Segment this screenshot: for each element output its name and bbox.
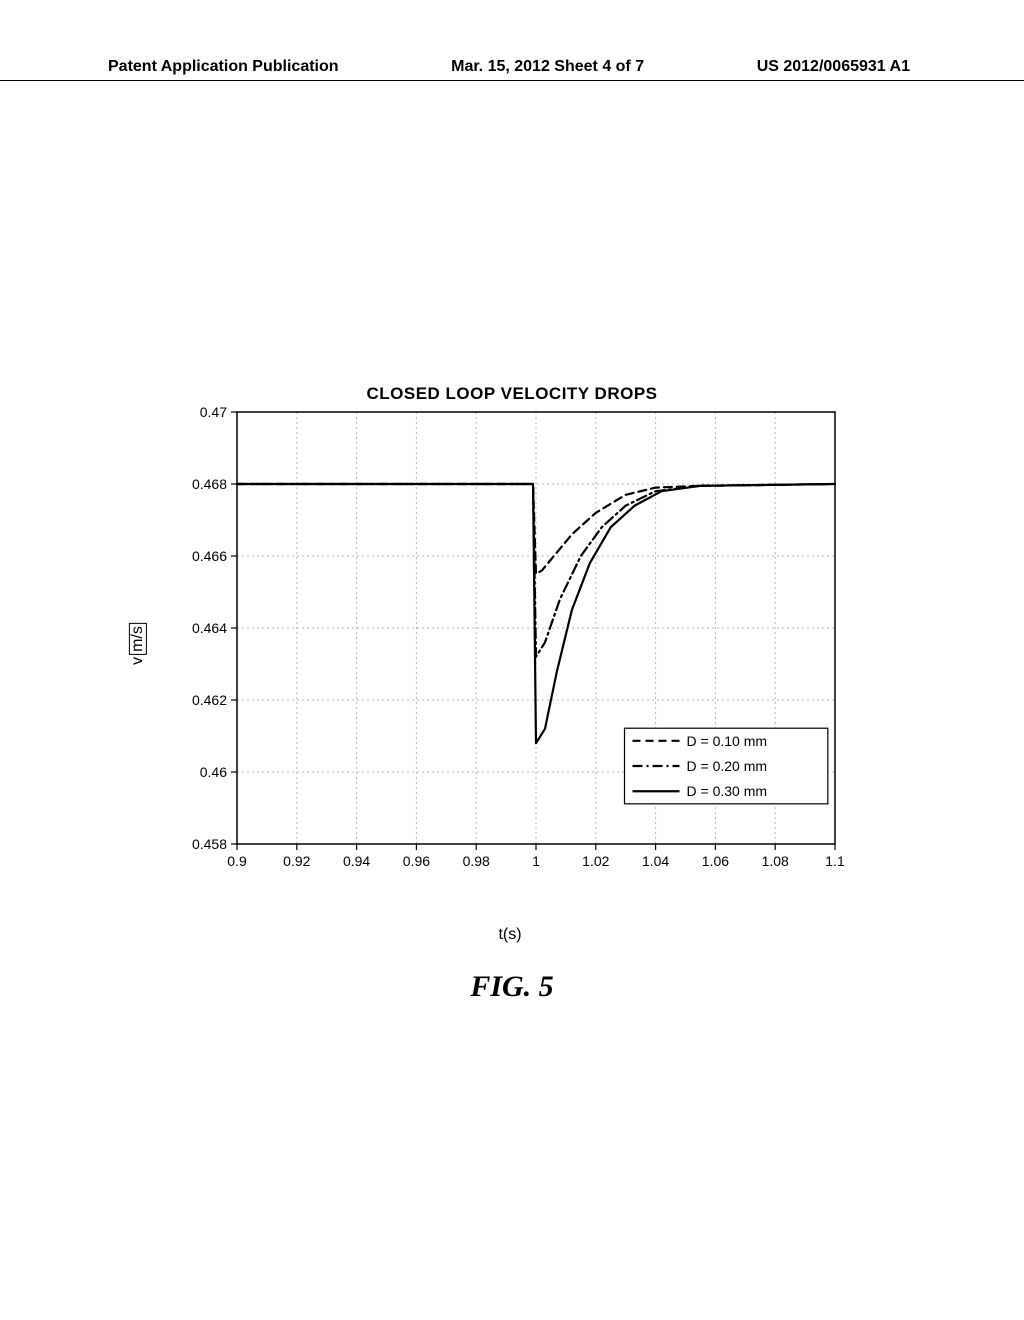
chart-svg: 0.9 0.92 0.94 0.96 0.98 1 1.02 1.04 1.06 1.08 1.1 0… xyxy=(175,404,845,884)
header-left: Patent Application Publication xyxy=(108,58,339,76)
svg-text:1.04: 1.04 xyxy=(642,853,669,869)
chart-title: CLOSED LOOP VELOCITY DROPS xyxy=(0,384,1024,404)
svg-text:0.94: 0.94 xyxy=(343,853,370,869)
figure-caption: FIG. 5 xyxy=(0,970,1024,1004)
svg-text:1.08: 1.08 xyxy=(762,853,789,869)
x-axis-label: t(s) xyxy=(498,926,521,944)
svg-text:0.468: 0.468 xyxy=(192,476,227,492)
svg-text:1.1: 1.1 xyxy=(825,853,845,869)
page-header: Patent Application Publication Mar. 15, … xyxy=(0,58,1024,76)
svg-text:1.02: 1.02 xyxy=(582,853,609,869)
svg-text:0.462: 0.462 xyxy=(192,692,227,708)
header-underline xyxy=(0,80,1024,81)
y-axis-label: v m/s xyxy=(129,623,147,665)
svg-text:0.464: 0.464 xyxy=(192,620,227,636)
svg-text:0.96: 0.96 xyxy=(403,853,430,869)
svg-text:D = 0.30 mm: D = 0.30 mm xyxy=(687,783,768,799)
svg-text:0.458: 0.458 xyxy=(192,836,227,852)
svg-text:D = 0.20 mm: D = 0.20 mm xyxy=(687,758,768,774)
svg-text:1.06: 1.06 xyxy=(702,853,729,869)
header-middle: Mar. 15, 2012 Sheet 4 of 7 xyxy=(451,58,644,76)
svg-text:0.466: 0.466 xyxy=(192,548,227,564)
y-axis-unit: m/s xyxy=(129,623,147,655)
svg-text:0.92: 0.92 xyxy=(283,853,310,869)
svg-text:D = 0.10 mm: D = 0.10 mm xyxy=(687,733,768,749)
y-axis-var: v xyxy=(129,657,147,665)
chart-container: vm/s 0.90.920.940.960.9811.021.041.061.0… xyxy=(175,404,845,884)
svg-text:0.46: 0.46 xyxy=(200,764,227,780)
svg-text:0.9: 0.9 xyxy=(227,853,247,869)
header-right: US 2012/0065931 A1 xyxy=(757,58,910,76)
svg-text:1: 1 xyxy=(532,853,540,869)
svg-text:0.47: 0.47 xyxy=(200,404,227,420)
svg-text:0.98: 0.98 xyxy=(463,853,490,869)
